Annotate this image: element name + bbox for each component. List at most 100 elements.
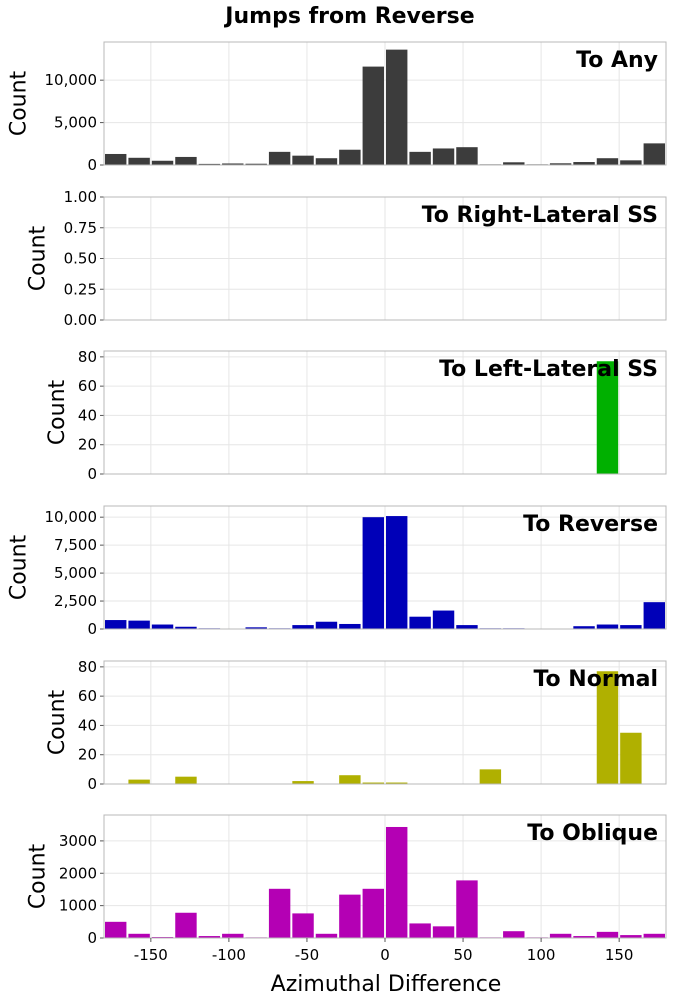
bar (128, 157, 150, 165)
bar (620, 732, 642, 784)
bar (315, 158, 338, 165)
panel-6: 0 1000 2000 3000 To Oblique Count -150 -100 -50 0… (26, 814, 667, 964)
bar (222, 163, 244, 165)
y-axis-label: Count (6, 70, 31, 136)
panel-2: 0.00 0.25 0.50 0.75 1.00 To Right-Lateral SS C… (26, 188, 667, 329)
bar (620, 625, 642, 629)
y-tick-label: 60 (78, 687, 97, 705)
bar (503, 162, 525, 165)
bar (432, 926, 455, 938)
y-tick-label: 10,000 (45, 71, 98, 89)
panel-title: To Right-Lateral SS (422, 203, 658, 228)
y-tick-label: 0 (87, 156, 97, 174)
bar (151, 624, 174, 629)
bar (292, 781, 314, 784)
bar (222, 933, 244, 938)
bar (409, 151, 431, 165)
bar (573, 936, 595, 938)
bar (198, 936, 221, 938)
panel-4: 0 2,500 5,000 7,500 10,000 To Reverse Count (6, 505, 667, 638)
bar (339, 894, 361, 938)
bar (198, 163, 221, 165)
bar (409, 616, 431, 629)
y-tick-label: 0 (87, 620, 97, 638)
y-tick-label: 60 (78, 377, 97, 395)
bar (643, 933, 665, 938)
bar (339, 149, 361, 165)
bar (362, 782, 384, 784)
x-tick-label: 0 (380, 946, 390, 964)
y-tick-label: 7,500 (54, 536, 97, 554)
y-tick-label: 0.25 (64, 280, 97, 298)
bar (362, 66, 384, 165)
bar (339, 623, 361, 629)
panel-title: To Reverse (523, 512, 658, 537)
bar (643, 143, 665, 165)
bar (151, 160, 174, 165)
x-axis-label: Azimuthal Difference (271, 972, 502, 997)
y-tick-label: 20 (78, 436, 97, 454)
x-tick-label: 150 (605, 946, 634, 964)
y-tick-label: 2000 (59, 864, 97, 882)
y-axis-label: Count (6, 534, 31, 600)
bar (268, 151, 291, 165)
bar (573, 162, 595, 165)
bar (175, 626, 197, 629)
panel-5: 0 20 40 60 80 To Normal Count (45, 658, 667, 793)
bar (105, 921, 127, 938)
y-tick-label: 0 (87, 929, 97, 947)
y-tick-label: 5,000 (54, 114, 97, 132)
bar (386, 826, 408, 938)
bar (245, 627, 267, 629)
bar (175, 912, 197, 938)
y-tick-label: 10,000 (45, 508, 98, 526)
bar (362, 888, 384, 938)
bar (292, 155, 314, 165)
bar (245, 163, 267, 165)
bar (128, 620, 150, 629)
bar (386, 516, 408, 629)
y-axis-label: Count (26, 843, 51, 909)
bar (596, 158, 619, 165)
panel-3: 0 20 40 60 80 To Left-Lateral SS Count (45, 348, 667, 483)
y-tick-label: 0.50 (64, 250, 97, 268)
y-tick-label: 1000 (59, 897, 97, 915)
bar (432, 610, 455, 629)
bar (596, 671, 619, 784)
panel-title: To Any (576, 48, 658, 73)
bar (456, 147, 478, 165)
bar (386, 49, 408, 165)
panel-frame (103, 41, 667, 166)
y-tick-label: 0 (87, 775, 97, 793)
bar (339, 775, 361, 784)
bar (175, 156, 197, 165)
y-tick-label: 1.00 (64, 188, 97, 206)
panel-title: To Oblique (527, 821, 658, 846)
bar (456, 625, 478, 629)
bar (292, 913, 314, 938)
x-tick-label: -50 (295, 946, 320, 964)
bar (596, 931, 619, 938)
bar (175, 776, 197, 784)
y-tick-label: 80 (78, 348, 97, 366)
bar (596, 361, 619, 474)
y-axis-label: Count (26, 225, 51, 291)
y-tick-label: 40 (78, 406, 97, 424)
y-tick-label: 3000 (59, 832, 97, 850)
bar (432, 148, 455, 165)
bar (105, 620, 127, 629)
bar (105, 153, 127, 165)
y-tick-label: 40 (78, 716, 97, 734)
y-tick-label: 0.00 (64, 311, 97, 329)
bar (643, 602, 665, 629)
panel-frame (103, 660, 667, 785)
y-tick-label: 5,000 (54, 564, 97, 582)
y-tick-label: 20 (78, 746, 97, 764)
y-axis-label: Count (45, 379, 70, 445)
bar (362, 517, 384, 629)
bar (620, 935, 642, 938)
bar (386, 782, 408, 784)
y-tick-label: 0 (87, 465, 97, 483)
bar (315, 933, 338, 938)
